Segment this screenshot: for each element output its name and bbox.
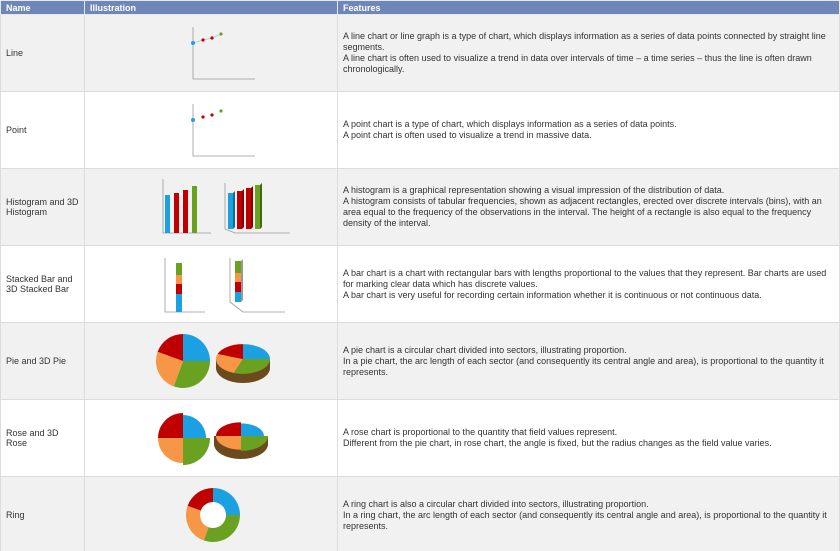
feature-text: A line chart or line graph is a type of … — [343, 31, 826, 52]
name-cell: Stacked Bar and 3D Stacked Bar — [0, 245, 85, 323]
illustration-cell — [84, 168, 338, 246]
features-cell: A ring chart is also a circular chart di… — [337, 476, 840, 551]
feature-text: A histogram is a graphical representatio… — [343, 185, 725, 195]
illustration-cell — [84, 399, 338, 477]
features-cell: A bar chart is a chart with rectangular … — [337, 245, 840, 323]
stacked-bar-icon — [164, 258, 285, 313]
illustration-cell — [84, 245, 338, 323]
feature-text: A line chart is often used to visualize … — [343, 53, 812, 74]
header-row: Name Illustration Features — [0, 0, 840, 15]
row: Histogram and 3D Histogram A histogram i… — [0, 168, 840, 246]
row: Line A line chart or line graph is a typ… — [0, 14, 840, 92]
feature-text: Different from the pie chart, in rose ch… — [343, 438, 772, 448]
row: Pie and 3D Pie A pie chart is a circular… — [0, 322, 840, 400]
illustration-cell — [84, 322, 338, 400]
name-cell: Histogram and 3D Histogram — [0, 168, 85, 246]
features-cell: A line chart or line graph is a type of … — [337, 14, 840, 92]
histogram-icon — [162, 179, 290, 234]
name-cell: Ring — [0, 476, 85, 551]
rose-icon — [158, 413, 268, 465]
header-cell: Name — [0, 0, 85, 15]
illustration-cell — [84, 476, 338, 551]
illustration-cell — [84, 91, 338, 169]
features-cell: A pie chart is a circular chart divided … — [337, 322, 840, 400]
header-cell: Features — [337, 0, 840, 15]
name-cell: Pie and 3D Pie — [0, 322, 85, 400]
features-cell: A histogram is a graphical representatio… — [337, 168, 840, 246]
feature-text: A ring chart is also a circular chart di… — [343, 498, 649, 509]
feature-text: A point chart is often used to visualize… — [343, 130, 592, 140]
point-icon — [191, 104, 255, 157]
feature-text: In a pie chart, the arc length of each s… — [343, 355, 824, 377]
feature-text: A bar chart is very useful for recording… — [343, 289, 762, 300]
pie-icon — [155, 334, 270, 389]
feature-text: A point chart is a type of chart, which … — [343, 119, 677, 129]
features-cell: A rose chart is proportional to the quan… — [337, 399, 840, 477]
feature-text: A rose chart is proportional to the quan… — [343, 427, 618, 437]
feature-text: In a ring chart, the arc length of each … — [343, 509, 827, 531]
name-cell: Rose and 3D Rose — [0, 399, 85, 477]
feature-text: A histogram consists of tabular frequenc… — [343, 196, 822, 228]
illustration-cell — [84, 14, 338, 92]
row: Ring A ring chart is also a circular cha… — [0, 476, 840, 551]
feature-text: A pie chart is a circular chart divided … — [343, 344, 627, 355]
name-cell: Point — [0, 91, 85, 169]
feature-text: A bar chart is a chart with rectangular … — [343, 267, 827, 289]
header-cell: Illustration — [84, 0, 338, 15]
row: Rose and 3D Rose A rose chart is proport… — [0, 399, 840, 477]
ring-icon — [185, 488, 240, 543]
name-cell: Line — [0, 14, 85, 92]
line-icon — [191, 27, 255, 80]
row: Stacked Bar and 3D Stacked Bar A bar cha… — [0, 245, 840, 323]
row: Point A point chart is a type of chart, … — [0, 91, 840, 169]
features-cell: A point chart is a type of chart, which … — [337, 91, 840, 169]
